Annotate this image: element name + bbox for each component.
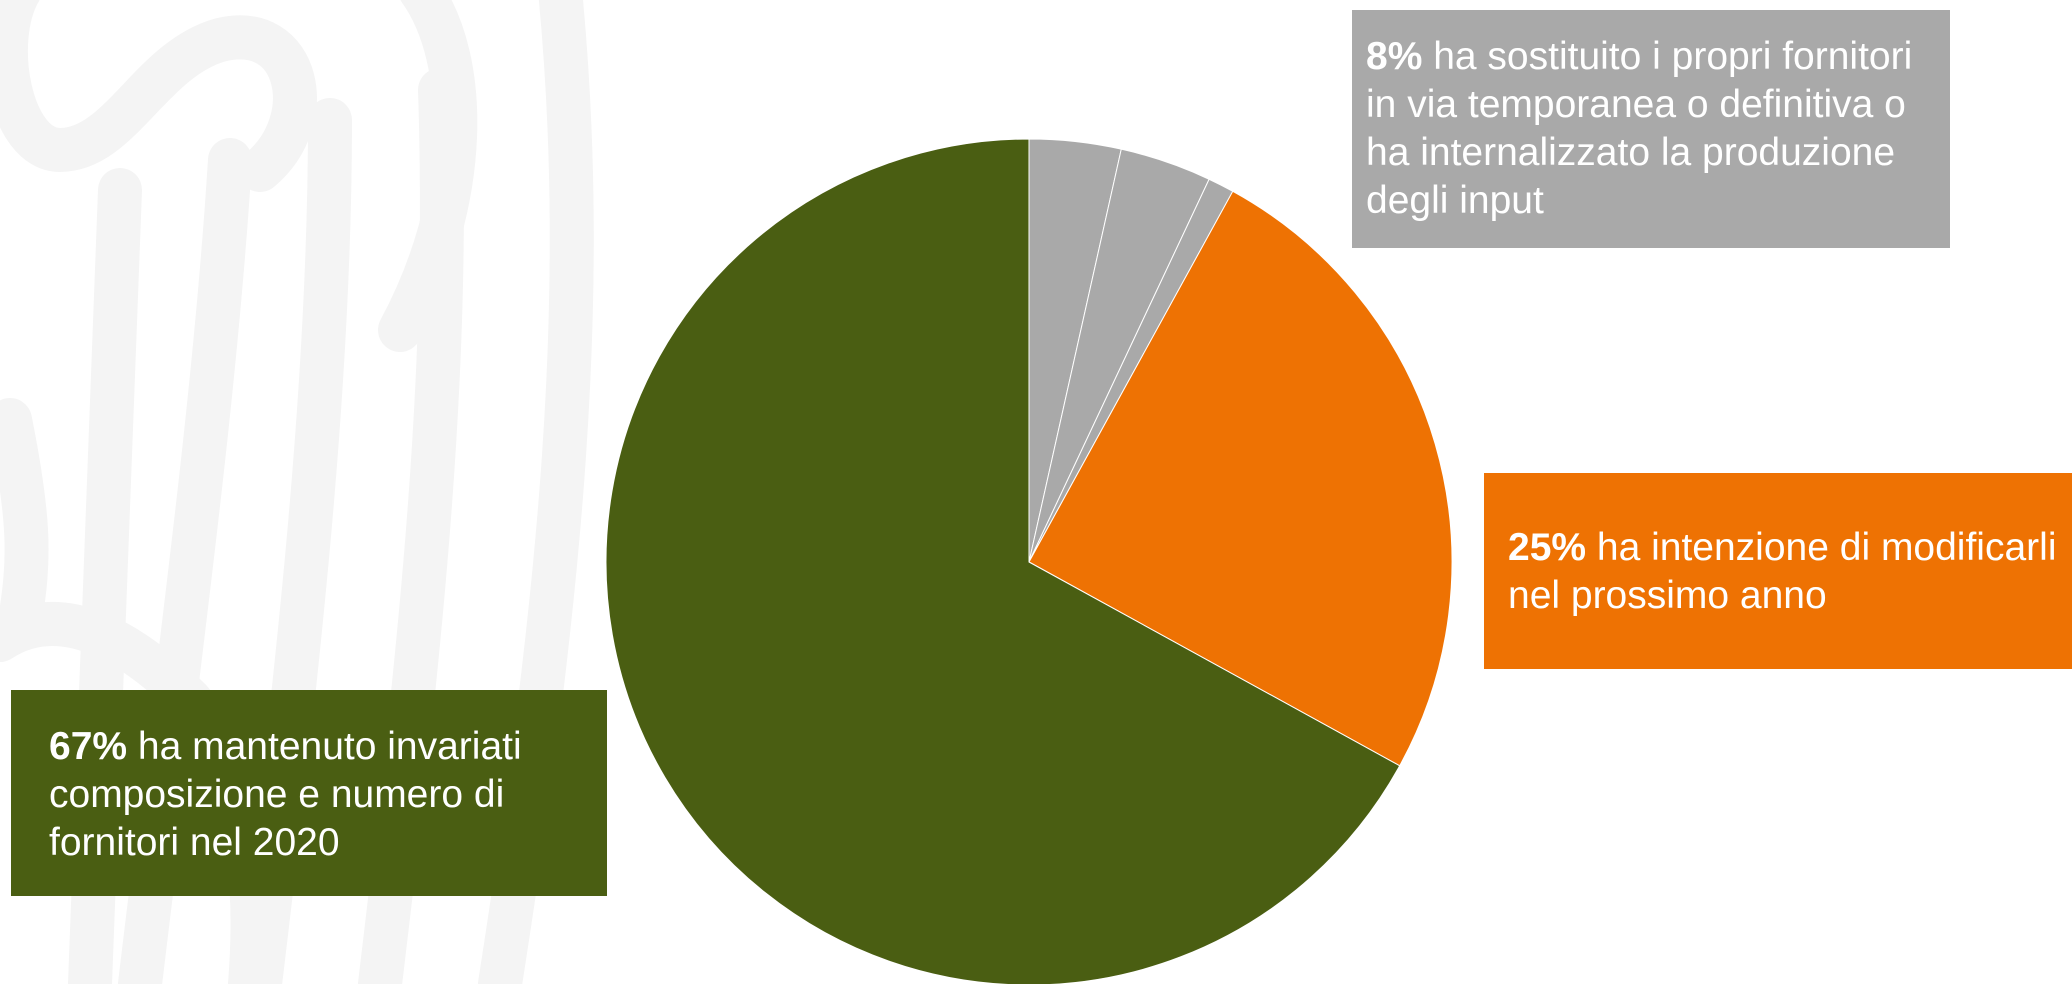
callout-substituted-suppliers: 8% ha sostituito i propri fornitori in v… bbox=[1352, 10, 1950, 248]
pie-slice-4 bbox=[1028, 190, 1453, 767]
callout-text: ha sostituito i propri fornitori in via … bbox=[1366, 35, 1913, 222]
callout-intend-to-modify: 25% ha intenzione di modificarli nel pro… bbox=[1484, 473, 2072, 669]
pie-slice-5 bbox=[605, 138, 1401, 984]
callout-unchanged-suppliers: 67% ha mantenuto invariati composizione … bbox=[11, 690, 607, 896]
callout-text: ha mantenuto invariati composizione e nu… bbox=[49, 725, 522, 864]
callout-text: ha intenzione di modificarli nel prossim… bbox=[1508, 526, 2057, 617]
callout-percentage: 25% bbox=[1508, 526, 1587, 569]
callout-percentage: 8% bbox=[1366, 35, 1423, 78]
callout-percentage: 67% bbox=[49, 725, 128, 768]
